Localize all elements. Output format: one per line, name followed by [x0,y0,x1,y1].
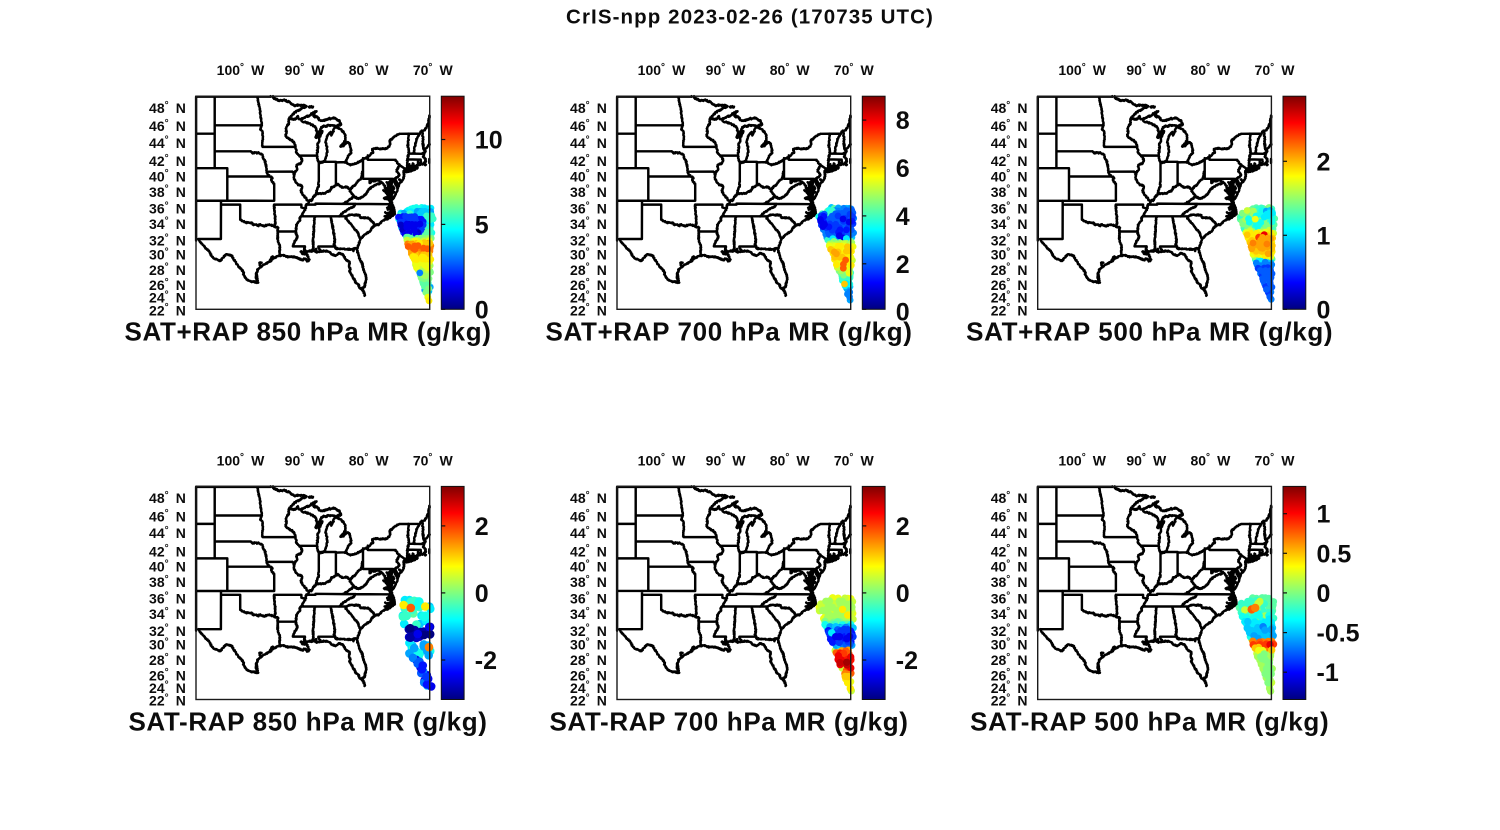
svg-text:-0.5: -0.5 [1317,620,1360,648]
svg-text:SAT+RAP 850 hPa MR (g/kg): SAT+RAP 850 hPa MR (g/kg) [124,316,491,346]
svg-text:SAT+RAP 500 hPa MR (g/kg): SAT+RAP 500 hPa MR (g/kg) [966,316,1333,346]
svg-text:SAT-RAP 700 hPa MR (g/kg): SAT-RAP 700 hPa MR (g/kg) [549,707,908,737]
svg-text:-2: -2 [475,647,497,675]
svg-text:0: 0 [1317,296,1331,324]
svg-text:8: 8 [896,107,910,135]
svg-text:-2: -2 [896,647,918,675]
svg-text:1: 1 [1317,222,1331,250]
svg-text:2: 2 [475,513,489,541]
svg-text:5: 5 [475,211,489,239]
svg-text:0: 0 [475,580,489,608]
svg-text:2: 2 [896,251,910,279]
svg-text:2: 2 [896,513,910,541]
svg-text:2: 2 [1317,148,1331,176]
svg-text:1: 1 [1317,501,1331,529]
svg-text:0: 0 [1317,580,1331,608]
svg-text:0: 0 [475,296,489,324]
svg-text:-1: -1 [1317,659,1339,687]
svg-text:4: 4 [896,203,910,231]
svg-text:CrIS-npp 2023-02-26 (170735 UT: CrIS-npp 2023-02-26 (170735 UTC) [566,6,934,29]
svg-text:6: 6 [896,155,910,183]
svg-text:0.5: 0.5 [1317,540,1352,568]
svg-text:SAT-RAP 850 hPa MR (g/kg): SAT-RAP 850 hPa MR (g/kg) [128,707,487,737]
svg-text:10: 10 [475,127,503,155]
svg-text:0: 0 [896,299,910,327]
svg-text:SAT+RAP 700 hPa MR (g/kg): SAT+RAP 700 hPa MR (g/kg) [545,316,912,346]
svg-text:0: 0 [896,580,910,608]
svg-text:SAT-RAP 500 hPa MR (g/kg): SAT-RAP 500 hPa MR (g/kg) [970,707,1329,737]
